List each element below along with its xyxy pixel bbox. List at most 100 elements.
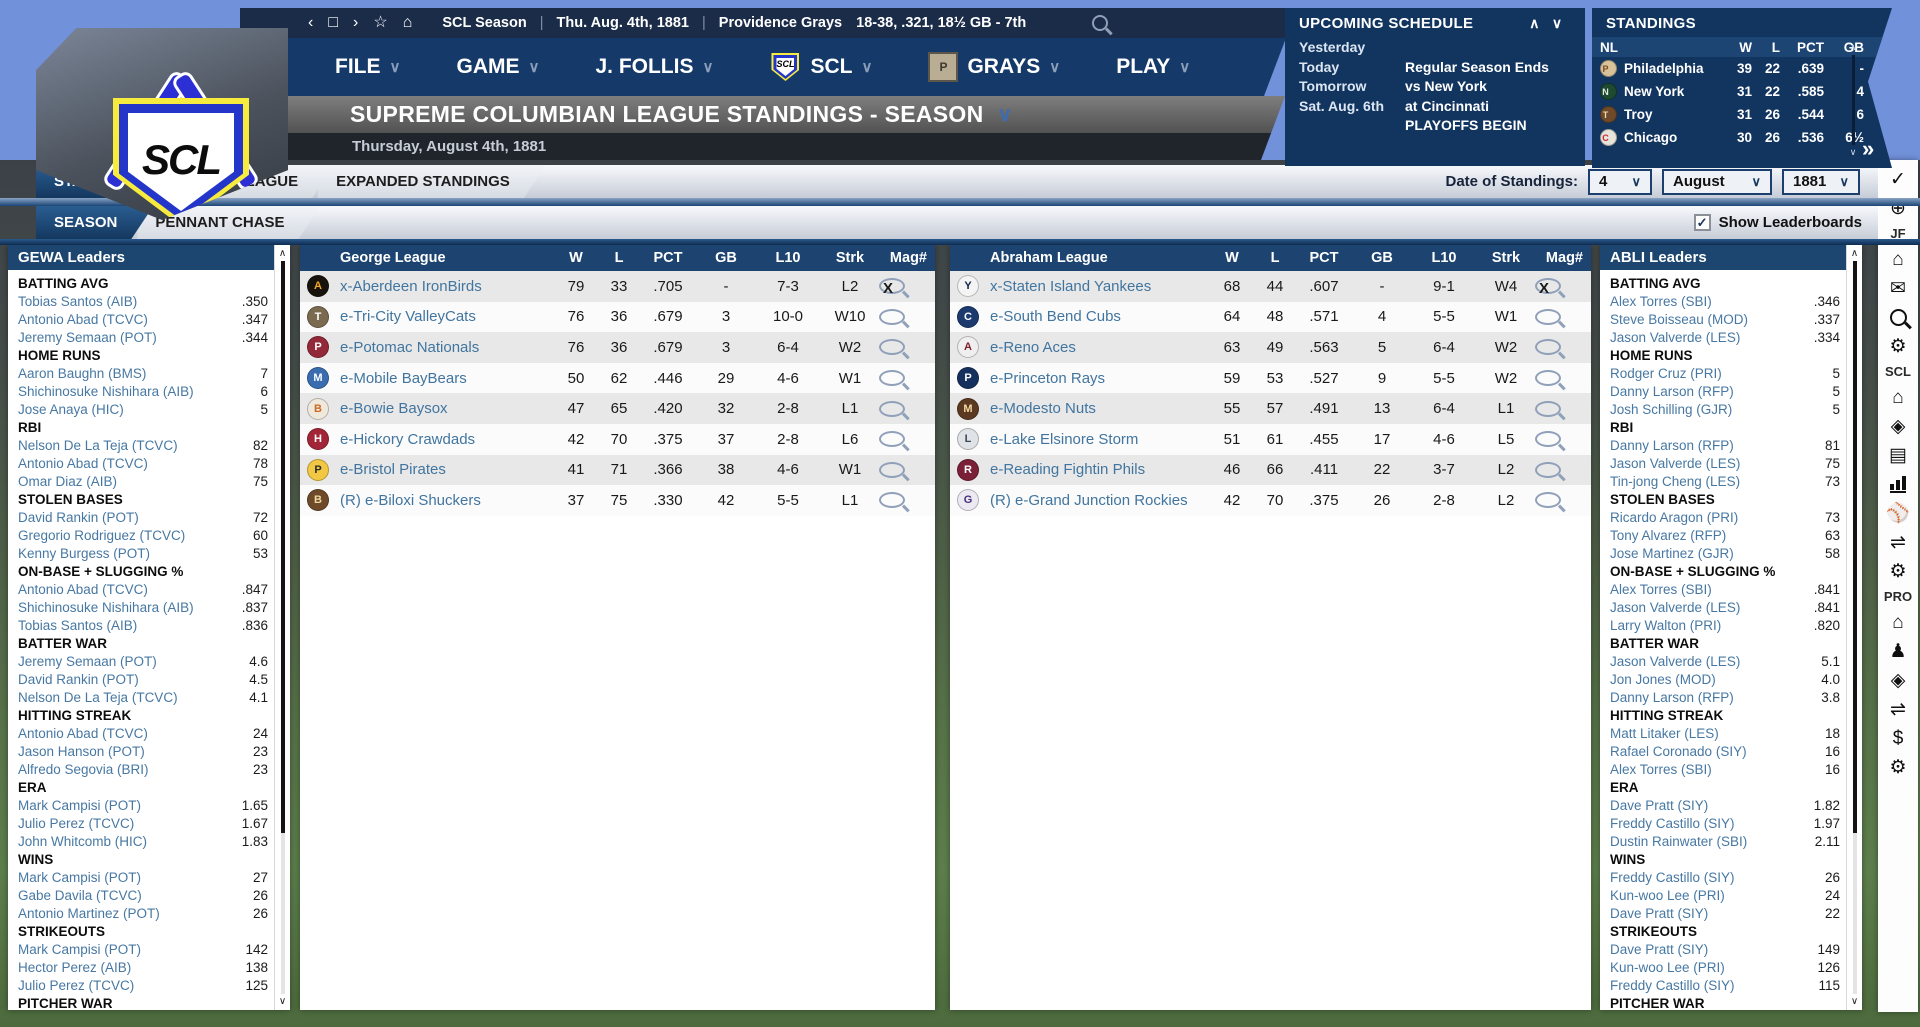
mini-standings-row[interactable]: P Philadelphia 39 22 .639 - (1592, 57, 1892, 80)
tab-season[interactable]: SEASON (36, 206, 153, 239)
schedule-next-icon[interactable]: ∨ (1551, 15, 1563, 31)
player-name[interactable]: Dave Pratt (SIY) (1610, 942, 1709, 957)
player-name[interactable]: Alex Torres (SBI) (1610, 762, 1712, 777)
schedule-prev-icon[interactable]: ∧ (1529, 15, 1540, 31)
home-icon[interactable]: ⌂ (1892, 612, 1904, 633)
stats-icon[interactable] (1884, 473, 1912, 496)
player-name[interactable]: Julio Perez (TCVC) (18, 978, 135, 993)
player-name[interactable]: Jason Valverde (LES) (1610, 600, 1741, 615)
scores-icon[interactable]: ◈ (1890, 416, 1906, 437)
scroll-down-icon[interactable]: ∨ (1850, 996, 1859, 1007)
team-name[interactable]: e-Reno Aces (990, 338, 1076, 356)
scl-logo[interactable]: SCL (96, 68, 266, 220)
home-icon[interactable]: ⌂ (1892, 249, 1904, 270)
team-row[interactable]: G (R) e-Grand Junction Rockies 42 70 .375 26 2… (950, 485, 1591, 516)
expand-panel-icon[interactable]: » (1862, 136, 1875, 161)
player-name[interactable]: Tony Alvarez (RFP) (1610, 528, 1727, 543)
team-row[interactable]: B (R) e-Biloxi Shuckers 37 75 .330 42 5-5 L1 (300, 485, 935, 516)
player-name[interactable]: Freddy Castillo (SIY) (1610, 978, 1735, 993)
player-name[interactable]: Hector Perez (AIB) (18, 960, 132, 975)
team-name[interactable]: e-Modesto Nuts (990, 400, 1096, 418)
player-name[interactable]: Josh Schilling (GJR) (1610, 402, 1733, 417)
player-name[interactable]: Antonio Abad (TCVC) (18, 582, 148, 597)
player-name[interactable]: Dave Pratt (SIY) (1610, 906, 1709, 921)
player-name[interactable]: Gregorio Rodriguez (TCVC) (18, 528, 186, 543)
player-name[interactable]: Mark Campisi (POT) (18, 798, 142, 813)
search-icon[interactable] (1092, 15, 1108, 31)
standings-mini-scrollbar[interactable]: ∧ ∨ (1848, 42, 1858, 158)
player-name[interactable]: Alex Torres (SBI) (1610, 582, 1712, 597)
player-name[interactable]: Jason Valverde (LES) (1610, 456, 1741, 471)
scroll-down-icon[interactable]: ∨ (1849, 147, 1857, 157)
bookmark-icon[interactable]: ☆ (373, 14, 388, 31)
baseball-icon[interactable]: ⚾ (1886, 503, 1910, 524)
forward-icon[interactable]: › (353, 14, 359, 31)
player-name[interactable]: Jason Valverde (LES) (1610, 654, 1741, 669)
manager-icon[interactable]: ♟ (1889, 641, 1907, 662)
team-name[interactable]: e-Lake Elsinore Storm (990, 430, 1139, 448)
player-name[interactable]: Rafael Coronado (SIY) (1610, 744, 1747, 759)
team-name[interactable]: e-Bristol Pirates (340, 461, 446, 479)
check-icon[interactable]: ✓ (1890, 169, 1906, 190)
player-name[interactable]: Larry Walton (PRI) (1610, 618, 1722, 633)
team-name[interactable]: e-Tri-City ValleyCats (340, 308, 476, 326)
team-name[interactable]: x-Staten Island Yankees (990, 277, 1152, 295)
team-name[interactable]: e-Reading Fightin Phils (990, 461, 1146, 479)
menu-scl[interactable]: SCL SCL ∨ (769, 51, 872, 83)
player-name[interactable]: Jeremy Semaan (POT) (18, 654, 157, 669)
transactions-icon[interactable]: ⇌ (1890, 699, 1906, 720)
window-icon[interactable]: □ (328, 14, 338, 31)
gear-icon[interactable]: ⚙ (1889, 561, 1907, 582)
player-name[interactable]: Shichinosuke Nishihara (AIB) (18, 600, 194, 615)
menu-game[interactable]: GAME ∨ (456, 55, 539, 79)
year-select[interactable]: 1881 ∨ (1782, 168, 1860, 195)
scroll-thumb[interactable] (1852, 55, 1855, 145)
player-name[interactable]: Jon Jones (MOD) (1610, 672, 1716, 687)
player-name[interactable]: Shichinosuke Nishihara (AIB) (18, 384, 194, 399)
scrollbar[interactable]: ∧ ∨ (274, 245, 290, 1010)
player-name[interactable]: Jose Martinez (GJR) (1610, 546, 1734, 561)
player-name[interactable]: Freddy Castillo (SIY) (1610, 816, 1735, 831)
player-name[interactable]: Dustin Rainwater (SBI) (1610, 834, 1748, 849)
player-name[interactable]: Aaron Baughn (BMS) (18, 366, 147, 381)
player-name[interactable]: Danny Larson (RFP) (1610, 690, 1734, 705)
team-name[interactable]: e-Potomac Nationals (340, 338, 480, 356)
player-name[interactable]: Kenny Burgess (POT) (18, 546, 151, 561)
player-name[interactable]: Danny Larson (RFP) (1610, 384, 1734, 399)
player-name[interactable]: Omar Diaz (AIB) (18, 474, 118, 489)
gear-icon[interactable]: ⚙ (1889, 757, 1907, 778)
player-name[interactable]: Mark Campisi (POT) (18, 870, 142, 885)
player-name[interactable]: Kun-woo Lee (PRI) (1610, 960, 1725, 975)
scroll-down-icon[interactable]: ∨ (278, 996, 287, 1007)
search-icon[interactable] (1884, 306, 1912, 329)
team-name[interactable]: Troy (1624, 107, 1653, 122)
month-select[interactable]: August ∨ (1662, 168, 1772, 195)
player-name[interactable]: Antonio Martinez (POT) (18, 906, 160, 921)
team-name[interactable]: e-Mobile BayBears (340, 369, 467, 387)
title-dropdown-icon[interactable]: ∨ (997, 104, 1013, 126)
team-name[interactable]: Philadelphia (1624, 61, 1704, 76)
player-name[interactable]: Steve Boisseau (MOD) (1610, 312, 1749, 327)
scroll-up-icon[interactable]: ∧ (278, 248, 287, 259)
menu-play[interactable]: PLAY ∨ (1116, 55, 1190, 79)
home-icon[interactable]: ⌂ (402, 14, 413, 31)
player-name[interactable]: Ricardo Aragon (PRI) (1610, 510, 1739, 525)
menu-j-follis[interactable]: J. FOLLIS ∨ (595, 55, 713, 79)
mail-icon[interactable]: ✉ (1890, 278, 1906, 299)
player-name[interactable]: Kun-woo Lee (PRI) (1610, 888, 1725, 903)
player-name[interactable]: Dave Pratt (SIY) (1610, 798, 1709, 813)
finance-icon[interactable]: $ (1892, 728, 1904, 749)
scroll-up-icon[interactable]: ∧ (1849, 42, 1857, 52)
team-name[interactable]: e-Hickory Crawdads (340, 430, 476, 448)
mini-standings-row[interactable]: T Troy 31 26 .544 6 (1592, 103, 1892, 126)
scroll-up-icon[interactable]: ∧ (1850, 248, 1859, 259)
player-name[interactable]: Jason Hanson (POT) (18, 744, 145, 759)
